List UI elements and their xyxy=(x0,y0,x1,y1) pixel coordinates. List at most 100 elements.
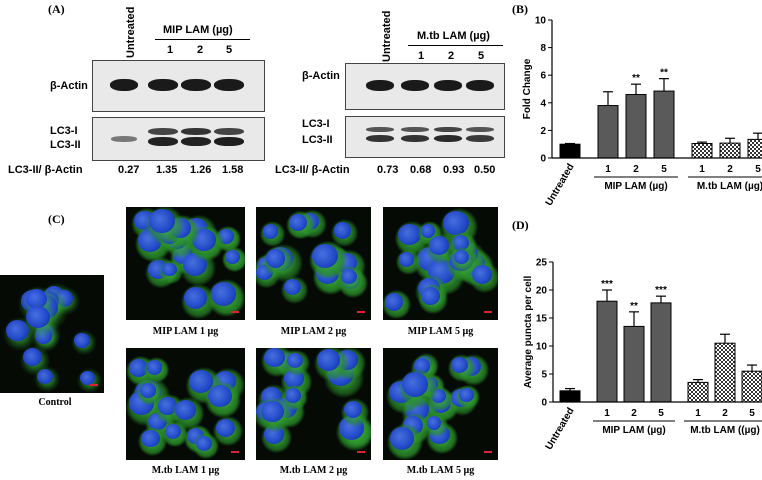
y-tick-label: 15 xyxy=(536,314,548,325)
right-ratio-untreated: 0.73 xyxy=(377,164,399,176)
cell-nucleus xyxy=(184,287,208,309)
y-tick-label: 4 xyxy=(540,98,546,109)
cell-nucleus xyxy=(37,368,54,384)
cell-nucleus xyxy=(426,416,442,430)
right-lc3i-label: LC3-I xyxy=(302,118,330,130)
cell-nucleus xyxy=(196,436,213,452)
cell-nucleus xyxy=(25,305,51,329)
cell-nucleus xyxy=(148,208,175,234)
x-tick-label: 1 xyxy=(605,164,611,175)
caption-mip-1: MIP LAM 1 µg xyxy=(152,326,219,337)
scale-bar xyxy=(484,311,492,313)
left-ratio-untreated: 0.27 xyxy=(118,164,140,176)
left-ratio-2: 1.26 xyxy=(190,164,212,176)
cell-nucleus xyxy=(285,388,301,403)
group-label: M.tb LAM (µg) xyxy=(697,181,762,192)
panel-c-letter: (C) xyxy=(48,212,65,226)
cell-nucleus xyxy=(283,279,301,296)
cell-nucleus xyxy=(80,371,96,386)
cell-nucleus xyxy=(397,223,421,246)
scale-bar xyxy=(90,384,98,386)
cell-nucleus xyxy=(141,429,160,448)
y-axis-title: Average puncta per cell xyxy=(523,276,534,389)
right-dose-5: 5 xyxy=(478,50,485,62)
cell-nucleus xyxy=(429,236,449,255)
left-ratio-5: 1.58 xyxy=(222,164,244,176)
scale-bar xyxy=(231,451,239,453)
x-tick-label: Untreated xyxy=(544,406,577,452)
right-dose-2: 2 xyxy=(448,50,455,62)
x-tick-label: 5 xyxy=(755,164,761,175)
cell-nucleus xyxy=(174,400,196,421)
scale-bar xyxy=(357,311,365,313)
micrograph-mtb-5 xyxy=(383,348,498,460)
micrograph-mip-2 xyxy=(256,207,371,320)
x-tick-label: 1 xyxy=(699,164,705,175)
left-group-label: MIP LAM (µg) xyxy=(163,24,233,36)
cell-nucleus xyxy=(390,426,415,450)
bar xyxy=(687,381,709,403)
cell-nucleus xyxy=(401,371,429,397)
right-group-label: M.tb LAM (µg) xyxy=(417,30,490,42)
cell-nucleus xyxy=(286,353,303,369)
y-tick-label: 0 xyxy=(541,398,547,409)
right-actin-blot xyxy=(345,63,505,110)
scale-bar xyxy=(357,451,365,453)
bar xyxy=(625,94,647,159)
caption-mip-5: MIP LAM 5 µg xyxy=(407,326,474,337)
bar xyxy=(559,390,581,403)
bar xyxy=(623,325,645,403)
cell-nucleus xyxy=(5,319,29,341)
right-dose-1: 1 xyxy=(418,50,425,62)
x-tick-label: 1 xyxy=(604,408,610,419)
y-tick-label: 0 xyxy=(540,154,546,165)
caption-mtb-2: M.tb LAM 2 µg xyxy=(279,465,348,476)
right-untreated-label: Untreated xyxy=(381,10,393,62)
cell-nucleus xyxy=(22,347,43,367)
cell-nucleus xyxy=(208,384,233,408)
cell-nucleus xyxy=(398,252,415,267)
significance-mark: *** xyxy=(655,285,667,296)
y-axis-title: Fold Change xyxy=(522,58,533,119)
cell-nucleus xyxy=(146,360,163,375)
cell-nucleus xyxy=(343,401,362,419)
caption-mip-2: MIP LAM 2 µg xyxy=(280,326,347,337)
cell-nucleus xyxy=(264,348,285,368)
cell-nucleus xyxy=(289,213,308,231)
micrograph-mip-1 xyxy=(126,207,245,320)
right-ratio-label: LC3-II/ β-Actin xyxy=(275,164,350,176)
cell-nucleus xyxy=(471,264,493,284)
left-dose-5: 5 xyxy=(226,44,233,56)
scale-bar xyxy=(231,311,239,313)
cell-nucleus xyxy=(454,249,470,265)
bar xyxy=(691,143,713,159)
right-ratio-1: 0.68 xyxy=(410,164,432,176)
bar xyxy=(741,370,762,403)
x-tick-label: 2 xyxy=(631,408,637,419)
right-row1-label: β-Actin xyxy=(302,70,340,82)
cell-nucleus xyxy=(451,357,469,374)
panel-d-letter: (D) xyxy=(512,218,529,232)
cell-nucleus xyxy=(311,243,338,269)
micrograph-control xyxy=(0,275,104,393)
cell-nucleus xyxy=(442,211,469,236)
left-lc3-blot xyxy=(92,117,265,161)
left-group-underline xyxy=(155,39,250,40)
cell-nucleus xyxy=(74,333,90,348)
left-ratio-label: LC3-II/ β-Actin xyxy=(8,164,83,176)
cell-nucleus xyxy=(210,282,236,307)
bar xyxy=(747,138,762,159)
group-label: MIP LAM (µg) xyxy=(604,181,667,192)
bar xyxy=(650,302,672,403)
cell-nucleus xyxy=(140,382,156,398)
cell-nucleus xyxy=(261,401,284,422)
significance-mark: ** xyxy=(630,301,638,312)
micrograph-mtb-1 xyxy=(126,348,245,460)
caption-control: Control xyxy=(38,397,72,408)
cell-nucleus xyxy=(188,370,214,394)
left-ratio-1: 1.35 xyxy=(156,164,178,176)
caption-mtb-1: M.tb LAM 1 µg xyxy=(151,465,220,476)
right-ratio-2: 0.93 xyxy=(443,164,465,176)
micrograph-mip-5 xyxy=(383,207,498,320)
